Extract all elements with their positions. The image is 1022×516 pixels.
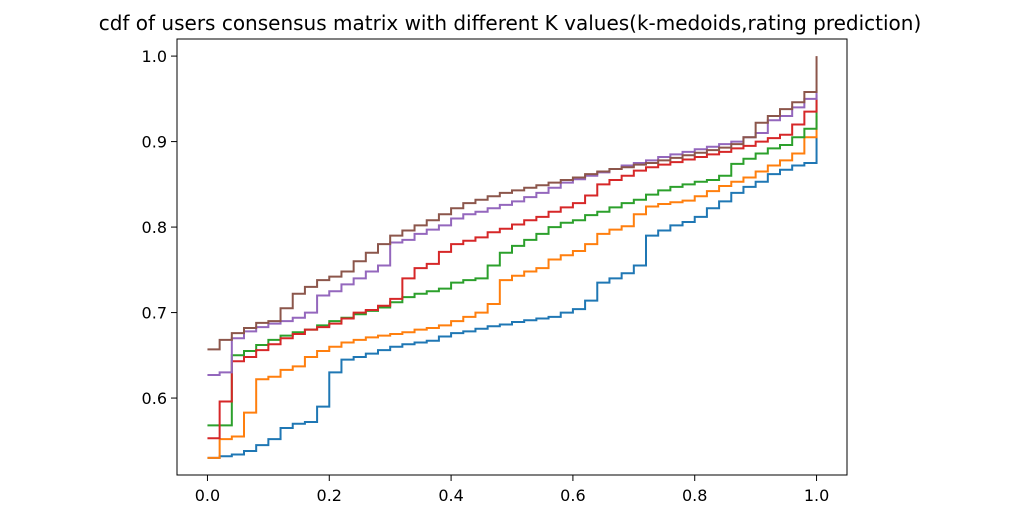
series-line-6 <box>207 56 818 351</box>
x-tick-label: 0.2 <box>317 486 342 505</box>
y-tick-label: 1.0 <box>142 47 167 66</box>
y-tick-label: 0.8 <box>142 218 167 237</box>
x-tick-label: 0.4 <box>438 486 463 505</box>
series-line-4 <box>207 94 818 440</box>
axes-layer: 0.0 0.2 0.4 0.6 0.8 1.0 0.6 0.7 0.8 0.9 1.0 <box>142 47 830 505</box>
chart-title: cdf of users consensus matrix with diffe… <box>99 11 922 35</box>
y-tick-label: 0.7 <box>142 304 167 323</box>
x-tick-label: 0.0 <box>195 486 220 505</box>
x-tick-label: 0.6 <box>560 486 585 505</box>
series-line-1 <box>207 137 818 459</box>
x-tick-label: 0.8 <box>682 486 707 505</box>
y-tick-label: 0.6 <box>142 389 167 408</box>
plot-frame <box>176 38 848 476</box>
x-tick-label: 1.0 <box>804 486 829 505</box>
series-layer <box>207 56 818 459</box>
y-tick-label: 0.9 <box>142 133 167 152</box>
series-line-5 <box>207 90 818 376</box>
series-line-2 <box>207 115 818 459</box>
